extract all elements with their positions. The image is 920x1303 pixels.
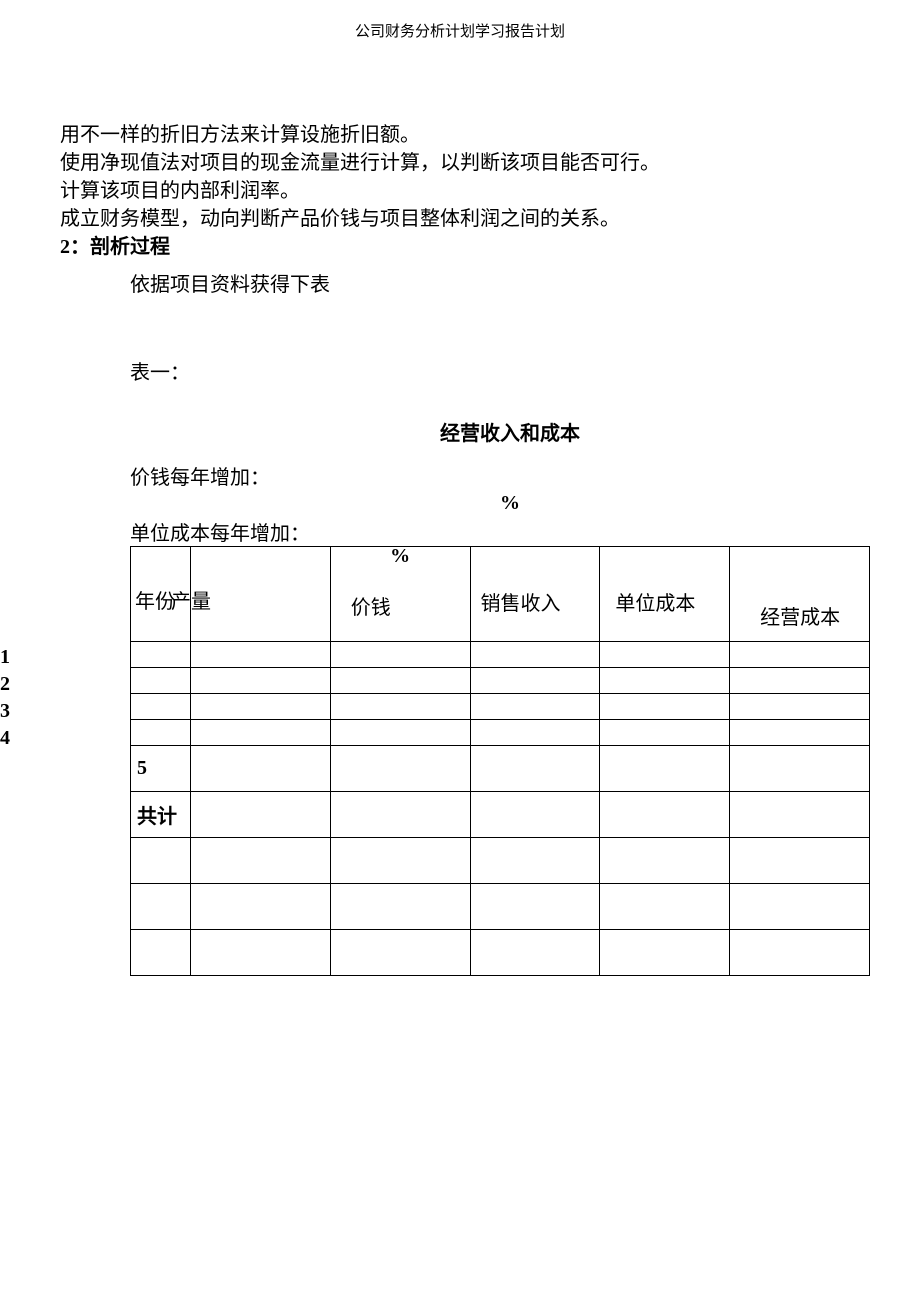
row-num-4: 4 xyxy=(0,725,10,752)
hdr-price: 价钱 xyxy=(351,591,391,620)
hdr-output: 产量 xyxy=(171,585,211,614)
section-2-heading: 2：剖析过程 xyxy=(60,233,860,261)
table-1-title: 经营收入和成本 xyxy=(160,417,860,446)
price-increase-pct: % xyxy=(160,492,860,514)
col-price: % 价钱 xyxy=(330,547,470,642)
table-row xyxy=(131,694,870,720)
table-row xyxy=(131,642,870,668)
paragraph-1: 用不一样的折旧方法来计算设施折旧额。 xyxy=(60,121,860,149)
table-header-row: 年份 产量 % 价钱 销售收入 单位成本 经营成本 xyxy=(131,547,870,642)
col-op-cost: 经营成本 xyxy=(730,547,870,642)
row-total-label: 共计 xyxy=(131,792,191,838)
paragraph-2: 使用净现值法对项目的现金流量进行计算，以判断该项目能否可行。 xyxy=(60,149,860,177)
hdr-unit-cost: 单位成本 xyxy=(615,587,695,616)
table-row xyxy=(131,838,870,884)
row-num-1: 1 xyxy=(0,644,10,671)
row-5-label: 5 xyxy=(131,746,191,792)
table-row-total: 共计 xyxy=(131,792,870,838)
row-num-2: 2 xyxy=(0,671,10,698)
unit-cost-increase-label: 单位成本每年增加： xyxy=(130,520,860,548)
table-1-wrap: 1 2 3 4 年份 产量 % 价钱 销售收入 xyxy=(60,546,860,976)
paragraph-4: 成立财务模型，动向判断产品价钱与项目整体利润之间的关系。 xyxy=(60,205,860,233)
table-row xyxy=(131,930,870,976)
table-1: 年份 产量 % 价钱 销售收入 单位成本 经营成本 xyxy=(130,546,870,976)
hdr-sales: 销售收入 xyxy=(481,587,561,616)
price-increase-label: 价钱每年增加： xyxy=(130,464,860,492)
paragraph-3: 计算该项目的内部利润率。 xyxy=(60,177,860,205)
unit-cost-pct: % xyxy=(390,545,410,568)
table-row xyxy=(131,668,870,694)
col-sales: 销售收入 xyxy=(470,547,600,642)
col-output: 产量 xyxy=(190,547,330,642)
table-1-label: 表一： xyxy=(130,359,860,387)
external-row-numbers: 1 2 3 4 xyxy=(0,644,10,752)
table-row xyxy=(131,884,870,930)
page-header-title: 公司财务分析计划学习报告计划 xyxy=(60,20,860,41)
row-num-3: 3 xyxy=(0,698,10,725)
section-2-sub1: 依据项目资料获得下表 xyxy=(130,271,860,299)
hdr-year: 年份 xyxy=(135,585,175,614)
document-page: 公司财务分析计划学习报告计划 用不一样的折旧方法来计算设施折旧额。 使用净现值法… xyxy=(0,0,920,1036)
table-row xyxy=(131,720,870,746)
table-row-5: 5 xyxy=(131,746,870,792)
hdr-op-cost: 经营成本 xyxy=(760,601,840,630)
col-unit-cost: 单位成本 xyxy=(600,547,730,642)
